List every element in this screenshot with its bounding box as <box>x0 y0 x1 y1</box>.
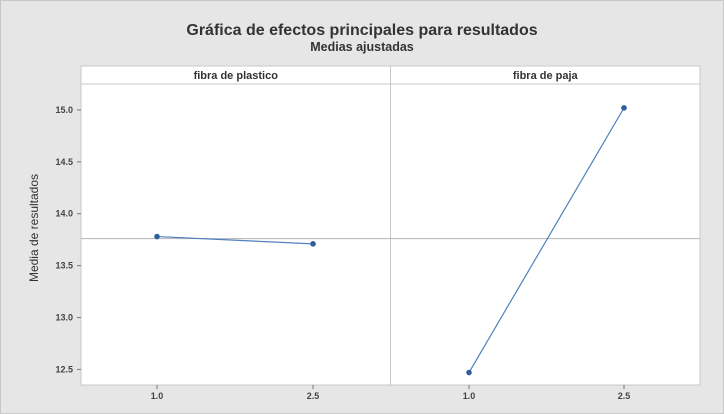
x-tick-label: 1.0 <box>463 391 476 401</box>
x-tick-label: 2.5 <box>307 391 320 401</box>
panel-header-label: fibra de plastico <box>194 70 279 82</box>
y-tick-label: 14.5 <box>55 157 73 167</box>
panel-header-label: fibra de paja <box>513 70 579 82</box>
chart-title: Gráfica de efectos principales para resu… <box>186 22 538 39</box>
series-line <box>156 235 314 245</box>
data-point <box>310 241 316 247</box>
y-tick-label: 15.0 <box>55 105 73 115</box>
data-point <box>154 233 160 240</box>
series-line <box>468 107 625 373</box>
y-tick-label: 14.0 <box>55 209 73 219</box>
y-tick-label: 13.0 <box>55 313 73 323</box>
data-point <box>466 369 472 376</box>
x-tick-label: 2.5 <box>618 391 631 401</box>
y-tick-label: 13.5 <box>55 261 73 271</box>
x-tick-label: 1.0 <box>151 391 164 401</box>
data-point <box>621 105 627 111</box>
y-tick-label: 12.5 <box>55 364 73 374</box>
chart-subtitle: Medias ajustadas <box>310 40 414 54</box>
